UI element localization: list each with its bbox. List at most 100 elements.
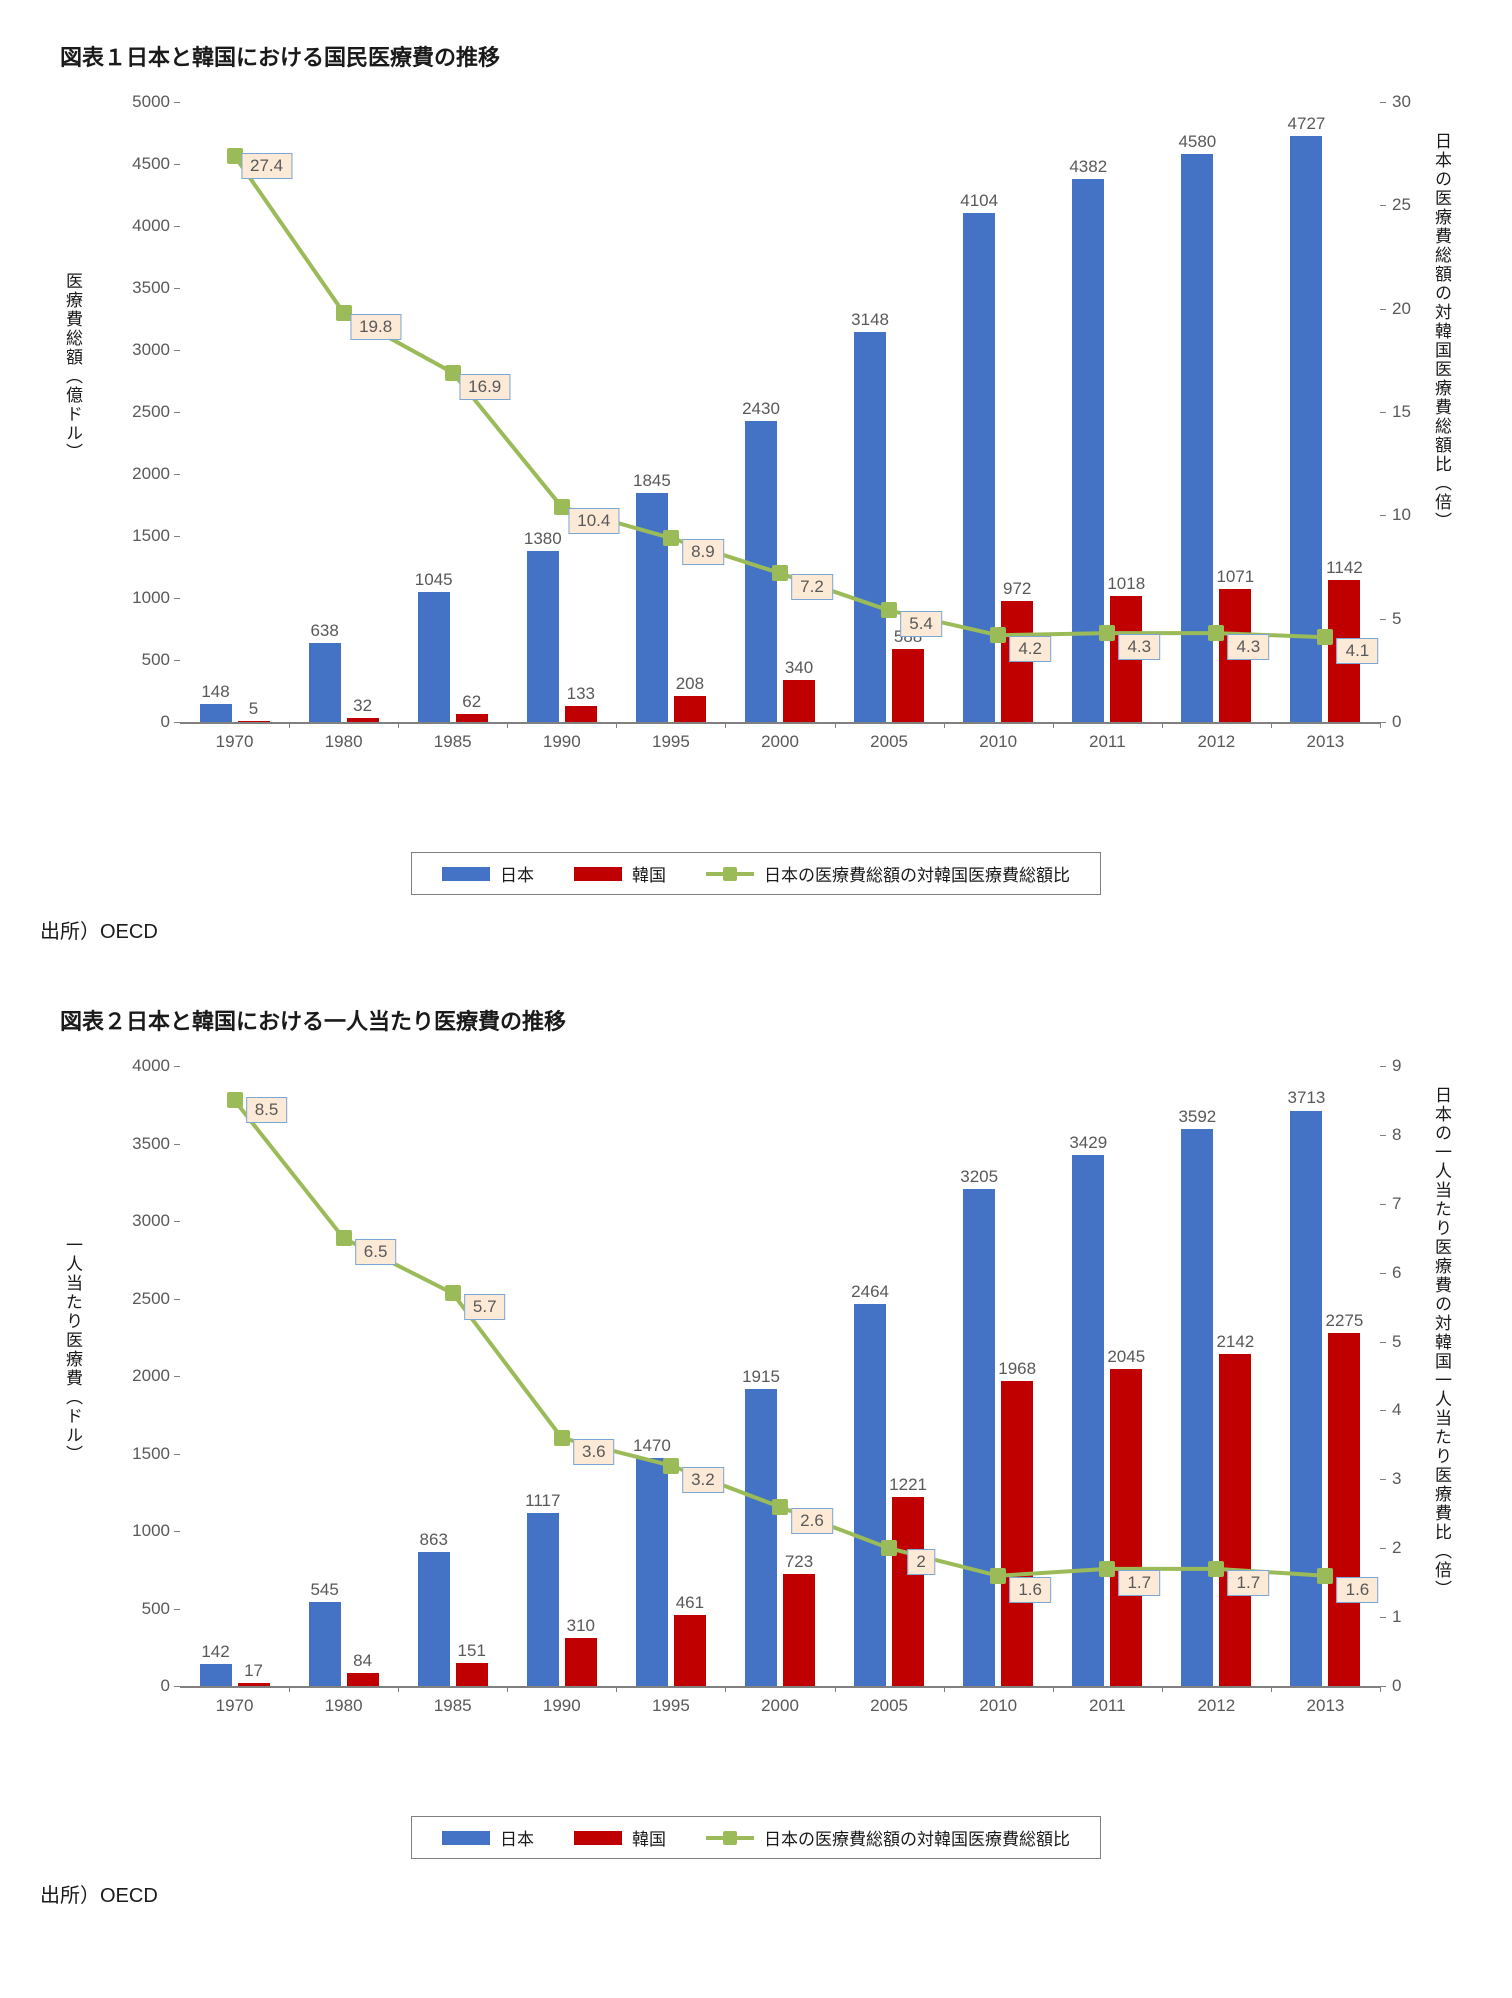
tick-mark — [174, 412, 180, 413]
ratio-label: 4.1 — [1337, 638, 1379, 664]
bar-label-korea: 1968 — [998, 1359, 1036, 1379]
bar-label-korea: 133 — [567, 684, 595, 704]
ratio-label: 8.5 — [246, 1097, 288, 1123]
legend-label-japan: 日本 — [500, 861, 534, 886]
x-tick: 2000 — [761, 732, 799, 752]
ratio-marker — [336, 1230, 352, 1246]
x-tick: 2013 — [1307, 1696, 1345, 1716]
x-tick: 1980 — [325, 732, 363, 752]
y-left-tick: 5000 — [110, 92, 170, 112]
tick-mark — [1380, 1342, 1386, 1343]
tick-mark — [398, 722, 399, 728]
bar-korea — [1001, 1381, 1033, 1686]
y-left-tick: 1000 — [110, 588, 170, 608]
tick-mark — [1380, 722, 1381, 728]
chart1-y-left-label: 医療費総額（億ドル） — [60, 272, 85, 462]
tick-mark — [1162, 722, 1163, 728]
bar-label-korea: 340 — [785, 658, 813, 678]
bar-label-korea: 2045 — [1107, 1347, 1145, 1367]
tick-mark — [507, 1686, 508, 1692]
legend-label-line: 日本の医療費総額の対韓国医療費総額比 — [764, 1825, 1070, 1850]
bar-japan — [200, 704, 232, 722]
y-left-tick: 4000 — [110, 216, 170, 236]
tick-mark — [174, 1609, 180, 1610]
y-left-tick: 3500 — [110, 278, 170, 298]
bar-japan — [854, 1304, 886, 1686]
tick-mark — [398, 1686, 399, 1692]
tick-mark — [1271, 1686, 1272, 1692]
ratio-label: 10.4 — [568, 508, 619, 534]
tick-mark — [174, 1299, 180, 1300]
bar-label-japan: 142 — [201, 1642, 229, 1662]
y-right-tick: 15 — [1392, 402, 1432, 422]
legend-swatch-line — [706, 872, 754, 876]
ratio-marker — [1317, 1568, 1333, 1584]
y-right-tick: 6 — [1392, 1263, 1432, 1283]
bar-label-japan: 1915 — [742, 1367, 780, 1387]
bar-label-korea: 62 — [462, 692, 481, 712]
tick-mark — [1053, 1686, 1054, 1692]
x-tick: 2005 — [870, 1696, 908, 1716]
legend-swatch-korea — [574, 867, 622, 881]
legend-item-korea: 韓国 — [574, 861, 666, 886]
ratio-label: 7.2 — [791, 574, 833, 600]
bar-label-japan: 1470 — [633, 1436, 671, 1456]
bar-label-japan: 1845 — [633, 471, 671, 491]
ratio-marker — [554, 1430, 570, 1446]
bar-label-korea: 5 — [249, 699, 258, 719]
bar-japan — [418, 1552, 450, 1686]
tick-mark — [835, 1686, 836, 1692]
tick-mark — [174, 1144, 180, 1145]
ratio-marker — [1099, 1561, 1115, 1577]
bar-label-japan: 4727 — [1288, 114, 1326, 134]
y-left-tick: 2500 — [110, 402, 170, 422]
x-tick: 2010 — [979, 1696, 1017, 1716]
y-left-tick: 500 — [110, 1599, 170, 1619]
ratio-label: 2.6 — [791, 1508, 833, 1534]
tick-mark — [1380, 1686, 1381, 1692]
bar-japan — [745, 1389, 777, 1686]
tick-mark — [174, 1454, 180, 1455]
y-right-tick: 25 — [1392, 195, 1432, 215]
ratio-label: 3.2 — [682, 1467, 724, 1493]
tick-mark — [289, 1686, 290, 1692]
y-left-tick: 1000 — [110, 1521, 170, 1541]
tick-mark — [1053, 722, 1054, 728]
bar-label-japan: 3205 — [960, 1167, 998, 1187]
y-right-tick: 1 — [1392, 1607, 1432, 1627]
tick-mark — [725, 1686, 726, 1692]
bar-korea — [565, 706, 597, 722]
chart1-y-right-label: 日本の医療費総額の対韓国医療費総額比（倍） — [1429, 132, 1454, 531]
bar-japan — [636, 493, 668, 722]
ratio-marker — [227, 1092, 243, 1108]
tick-mark — [174, 1686, 180, 1687]
tick-mark — [1380, 205, 1386, 206]
ratio-marker — [990, 627, 1006, 643]
y-left-tick: 2500 — [110, 1289, 170, 1309]
y-left-tick: 2000 — [110, 464, 170, 484]
bar-label-japan: 1045 — [415, 570, 453, 590]
bar-korea — [565, 1638, 597, 1686]
bar-japan — [309, 1602, 341, 1686]
bar-korea — [347, 718, 379, 722]
bar-japan — [527, 551, 559, 722]
y-right-tick: 0 — [1392, 1676, 1432, 1696]
bar-korea — [456, 714, 488, 722]
chart1-title: 図表１日本と韓国における国民医療費の推移 — [60, 40, 1472, 72]
legend-swatch-korea — [574, 1831, 622, 1845]
y-left-tick: 4500 — [110, 154, 170, 174]
ratio-marker — [772, 565, 788, 581]
tick-mark — [289, 722, 290, 728]
bar-korea — [783, 1574, 815, 1686]
tick-mark — [1162, 1686, 1163, 1692]
tick-mark — [1380, 1066, 1386, 1067]
ratio-label: 3.6 — [573, 1439, 615, 1465]
tick-mark — [174, 536, 180, 537]
chart2-legend: 日本 韓国 日本の医療費総額の対韓国医療費総額比 — [411, 1816, 1101, 1859]
bar-label-korea: 972 — [1003, 579, 1031, 599]
bar-korea — [1110, 1369, 1142, 1686]
ratio-label: 6.5 — [355, 1239, 397, 1265]
ratio-label: 16.9 — [459, 374, 510, 400]
bar-japan — [309, 643, 341, 722]
bar-korea — [1328, 1333, 1360, 1686]
